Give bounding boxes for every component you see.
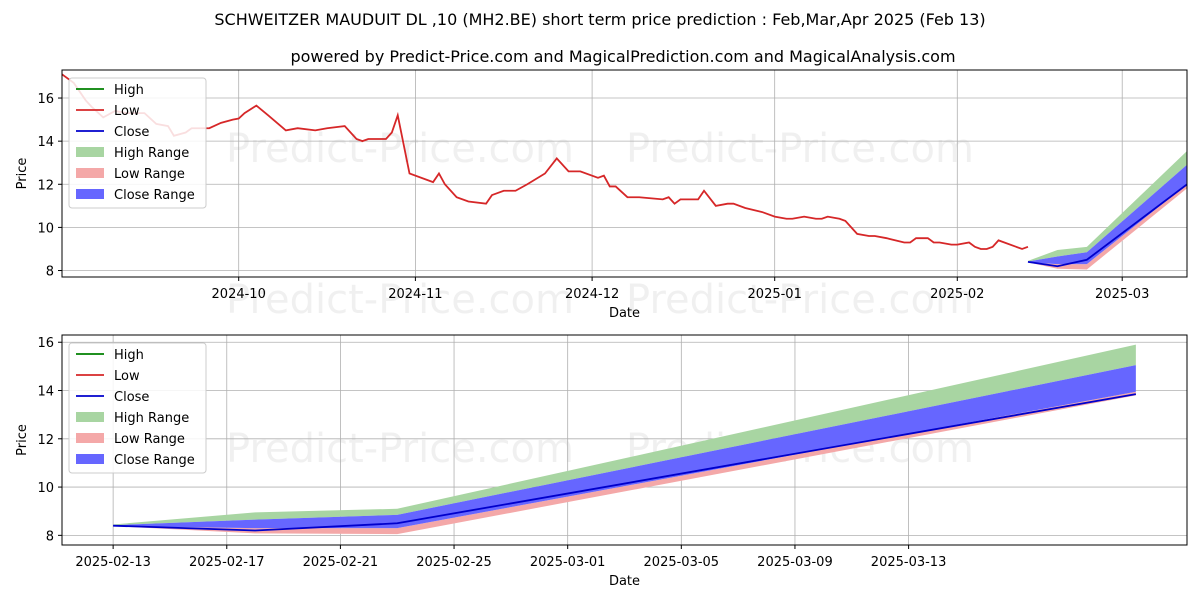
low-range-band — [1027, 184, 1187, 270]
y-axis-label: Price — [15, 424, 30, 456]
y-axis-label: Price — [15, 158, 30, 190]
legend-swatch-5 — [76, 168, 104, 178]
legend: High Low Close High Range Low Range Close Ran… — [68, 77, 207, 209]
legend-label: Low Range — [114, 432, 185, 447]
x-axis-label: Date — [609, 306, 640, 321]
close-forecast-line — [1027, 183, 1187, 268]
y-tick-label: 14 — [37, 385, 54, 400]
legend-label: Low — [114, 104, 140, 119]
panel-1: Predict-Price.com Predict-Price.com Predic… — [15, 69, 1188, 323]
legend: High Low Close High Range Low Range Close Ran… — [68, 342, 207, 474]
legend-swatch-5 — [76, 433, 104, 443]
y-tick-label: 14 — [37, 135, 54, 150]
y-tick-label: 16 — [37, 336, 54, 351]
close-range-band — [1027, 164, 1187, 265]
close-forecast-line — [113, 393, 1137, 532]
watermark: Predict-Price.com — [226, 426, 574, 472]
legend-label: High Range — [114, 411, 189, 426]
legend-label: High — [114, 348, 144, 363]
x-tick-label: 2025-02 — [930, 287, 984, 302]
plot-area — [62, 73, 1187, 270]
chart-subtitle: powered by Predict-Price.com and Magical… — [290, 47, 955, 66]
x-tick-label: 2025-03 — [1095, 287, 1149, 302]
legend-swatch-6 — [76, 189, 104, 199]
watermark: Predict-Price.com — [226, 277, 574, 323]
y-tick-label: 10 — [37, 481, 54, 496]
x-tick-label: 2025-03-13 — [871, 555, 947, 570]
x-tick-label: 2025-02-17 — [189, 555, 265, 570]
x-tick-label: 2025-02-21 — [303, 555, 379, 570]
legend-label: Low — [114, 369, 140, 384]
legend-label: High — [114, 83, 144, 98]
watermark: Predict-Price.com — [226, 126, 574, 172]
y-tick-label: 8 — [46, 265, 54, 280]
legend-label: Close — [114, 390, 149, 405]
x-tick-label: 2024-12 — [565, 287, 619, 302]
legend-label: Close Range — [114, 453, 195, 468]
y-tick-label: 8 — [46, 529, 54, 544]
axes-frame — [61, 69, 1188, 278]
x-tick-label: 2025-01 — [748, 287, 802, 302]
axes-frame — [61, 334, 1188, 546]
x-tick-label: 2024-11 — [388, 287, 442, 302]
x-tick-label: 2025-03-09 — [757, 555, 833, 570]
x-tick-label: 2025-03-05 — [644, 555, 720, 570]
y-tick-label: 16 — [37, 92, 54, 107]
y-tick-label: 12 — [37, 433, 54, 448]
plot-area — [113, 344, 1137, 535]
watermark: Predict-Price.com — [626, 126, 974, 172]
legend-swatch-4 — [76, 412, 104, 422]
x-tick-label: 2025-02-25 — [416, 555, 492, 570]
legend-label: Close — [114, 125, 149, 140]
panel-2: Predict-Price.comPredict-Price.com2025-0… — [15, 334, 1188, 589]
chart-title: SCHWEITZER MAUDUIT DL ,10 (MH2.BE) short… — [214, 10, 985, 29]
x-axis-label: Date — [609, 574, 640, 589]
legend-label: High Range — [114, 146, 189, 161]
low-price-line — [62, 73, 1029, 250]
x-tick-label: 2024-10 — [212, 287, 266, 302]
y-tick-label: 12 — [37, 178, 54, 193]
legend-label: Low Range — [114, 167, 185, 182]
y-tick-label: 10 — [37, 221, 54, 236]
legend-swatch-6 — [76, 454, 104, 464]
x-tick-label: 2025-02-13 — [75, 555, 151, 570]
legend-swatch-4 — [76, 147, 104, 157]
legend-label: Close Range — [114, 188, 195, 203]
x-tick-label: 2025-03-01 — [530, 555, 606, 570]
watermark: Predict-Price.com — [626, 277, 974, 323]
